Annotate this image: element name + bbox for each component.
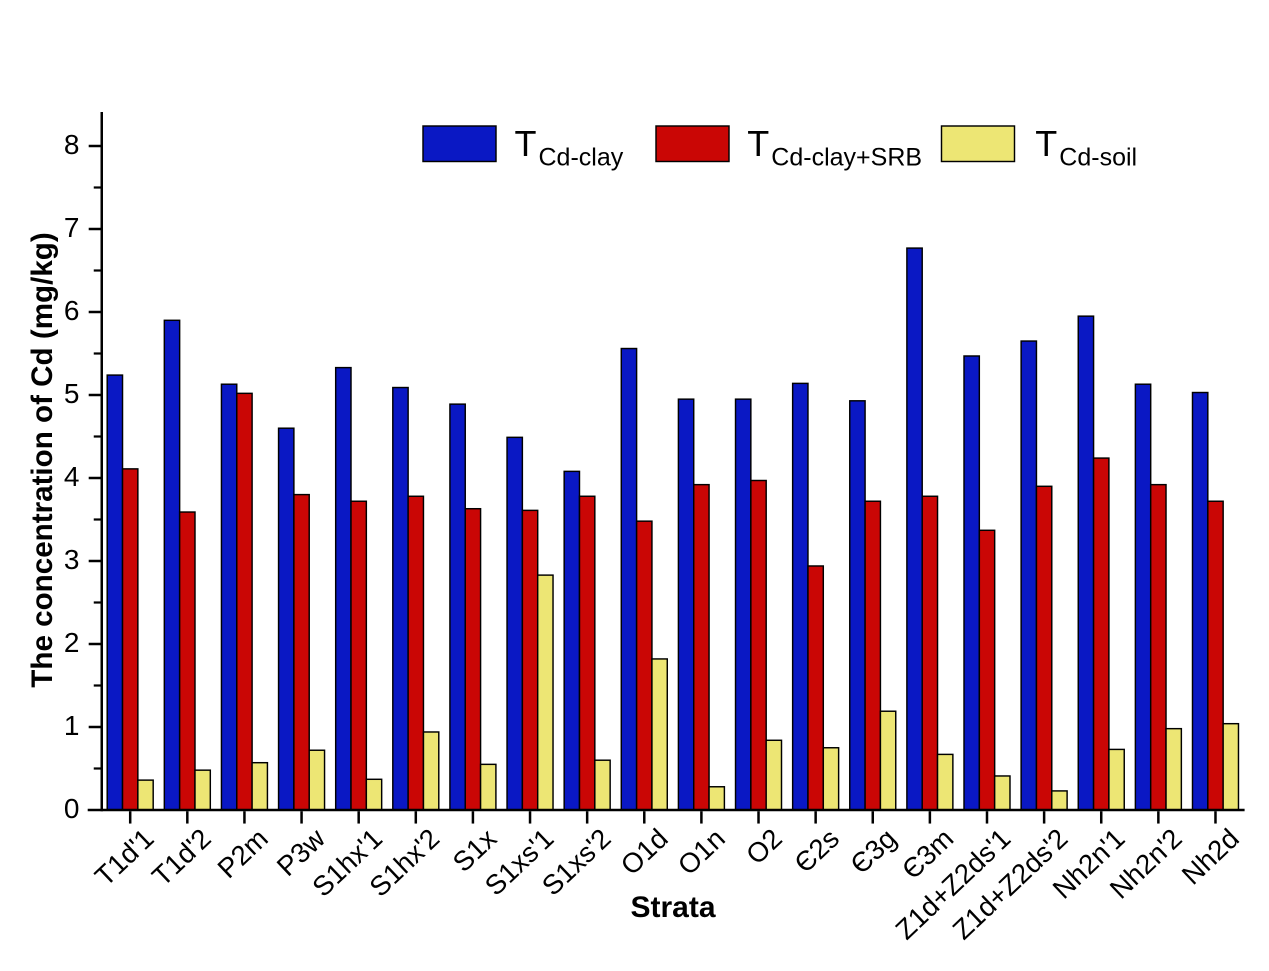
svg-text:3: 3 [64, 544, 80, 575]
svg-text:6: 6 [64, 295, 80, 326]
svg-text:5: 5 [64, 378, 80, 409]
svg-text:8: 8 [64, 129, 80, 160]
svg-text:4: 4 [64, 461, 80, 492]
svg-text:The concentration of Cd (mg/kg: The concentration of Cd (mg/kg) [26, 232, 59, 687]
svg-text:1: 1 [64, 710, 80, 741]
svg-text:2: 2 [64, 627, 80, 658]
svg-text:0: 0 [64, 793, 80, 824]
svg-text:Strata: Strata [630, 891, 715, 924]
svg-text:7: 7 [64, 212, 80, 243]
